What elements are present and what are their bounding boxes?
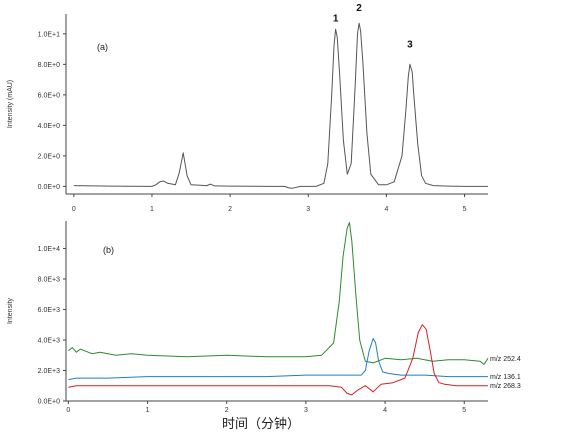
series-line: [68, 324, 488, 396]
x-tick-label: 3: [304, 407, 308, 414]
x-tick-label: 1: [150, 206, 154, 213]
y-tick-label: 4.0E+0: [38, 123, 60, 130]
y-axis-title: Intensity (mAU): [7, 80, 14, 128]
x-tick-label: 2: [228, 206, 232, 213]
y-tick-label: 6.0E+3: [38, 307, 60, 314]
y-tick-label: 0.0E+0: [38, 399, 60, 406]
x-tick-label: 2: [225, 407, 229, 414]
y-tick-label: 2.0E+0: [38, 153, 60, 160]
x-tick-label: 4: [384, 206, 388, 213]
x-tick-label: 0: [72, 206, 76, 213]
y-axis-title: Intensity: [7, 297, 14, 324]
y-tick-label: 4.0E+3: [38, 337, 60, 344]
x-tick-label: 5: [462, 407, 466, 414]
y-tick-label: 8.0E+3: [38, 276, 60, 283]
y-tick-label: 8.0E+0: [38, 62, 60, 69]
x-tick-label: 5: [463, 206, 467, 213]
peak-label: 3: [407, 40, 413, 51]
y-tick-label: 0.0E+0: [38, 184, 60, 191]
panel-label: (a): [97, 42, 108, 52]
panel-b: 0.0E+0 2.0E+3 4.0E+3 6.0E+3 8.0E+3 1.0E+4 0 1 2 3…: [7, 221, 521, 414]
panel-a: 0.0E+0 2.0E+0 4.0E+0 6.0E+0 8.0E+0 1.0E+1 0 1 2 3…: [7, 3, 488, 213]
series-label: m/z 136.1: [490, 374, 521, 381]
x-tick-label: 3: [306, 206, 310, 213]
x-tick-label: 1: [146, 407, 150, 414]
series-label: m/z 268.3: [490, 383, 521, 390]
y-tick-label: 6.0E+0: [38, 92, 60, 99]
x-tick-label: 0: [66, 407, 70, 414]
peak-label: 1: [333, 14, 339, 25]
panel-label: (b): [103, 245, 114, 255]
series-label: m/z 252.4: [490, 356, 521, 363]
y-tick-label: 2.0E+3: [38, 368, 60, 375]
series-line: [73, 22, 488, 189]
y-tick-label: 1.0E+4: [38, 246, 60, 253]
series-line: [68, 338, 488, 381]
y-tick-label: 1.0E+1: [38, 31, 60, 38]
peak-label: 2: [356, 3, 362, 14]
x-tick-label: 4: [383, 407, 387, 414]
series-line: [68, 222, 489, 365]
x-axis-title: 时间（分钟）: [222, 416, 300, 432]
